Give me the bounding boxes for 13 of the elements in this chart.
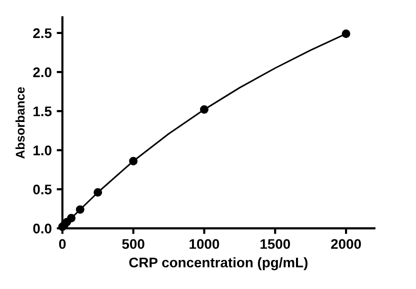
y-tick-label: 0.0	[33, 224, 52, 234]
x-tick-label: 2000	[331, 239, 361, 249]
y-tick-label: 1.5	[34, 106, 52, 116]
y-tick-label: 2.5	[33, 28, 52, 38]
y-tick-label: 0.5	[33, 184, 52, 194]
x-axis-title: CRP concentration (pg/mL)	[129, 257, 308, 270]
y-tick-label: 1.0	[34, 146, 52, 156]
x-tick-label: 1500	[260, 239, 290, 249]
x-tick-label: 0	[59, 239, 66, 249]
y-tick-label: 2.0	[33, 67, 52, 78]
x-tick-label: 500	[122, 239, 144, 249]
x-tick-label: 1000	[190, 239, 220, 249]
y-axis-title: Absorbance	[15, 87, 25, 159]
